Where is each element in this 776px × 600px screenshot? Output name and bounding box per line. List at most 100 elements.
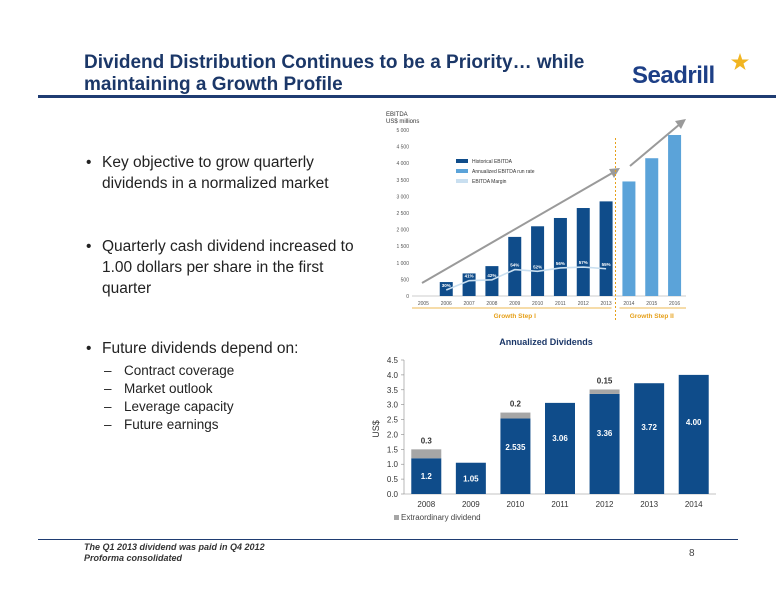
historical-ebitda-bar <box>508 236 522 296</box>
margin-data-label: 41% <box>465 274 474 279</box>
run-rate-ebitda-bar <box>645 158 659 296</box>
historical-ebitda-bar <box>439 282 453 296</box>
y-tick-label: 4.0 <box>387 371 399 380</box>
x-tick-label: 2008 <box>417 500 435 509</box>
margin-data-label: 30% <box>442 283 451 288</box>
x-tick-label: 2010 <box>507 500 525 509</box>
dividend-data-label: 2.535 <box>505 443 526 452</box>
bullet-text: Quarterly cash dividend increased to 1.0… <box>102 238 354 297</box>
x-tick-label: 2011 <box>555 301 566 307</box>
x-tick-label: 2011 <box>551 500 569 509</box>
legend-swatch <box>456 159 468 163</box>
y-tick-label: 4.5 <box>387 356 399 365</box>
historical-ebitda-bar <box>576 208 590 296</box>
sub-bullet-list: – Contract coverage – Market outlook – Leve… <box>104 362 234 434</box>
y-tick-label: 2.0 <box>387 430 399 439</box>
margin-data-label: 52% <box>533 264 542 269</box>
dividend-bar <box>411 458 442 494</box>
footnote-line: The Q1 2013 dividend was paid in Q4 2012 <box>84 542 265 552</box>
y-tick-label: 500 <box>401 277 410 283</box>
x-tick-label: 2014 <box>685 500 703 509</box>
page-number: 8 <box>689 548 695 559</box>
ebitda-margin-line <box>445 266 607 291</box>
extraordinary-dividend-bar <box>500 412 531 419</box>
y-axis-label: US$ millions <box>386 119 419 125</box>
run-rate-ebitda-bar <box>668 134 682 296</box>
historical-ebitda-bar <box>531 226 545 296</box>
y-tick-label: 3 000 <box>396 194 409 200</box>
trend-arrow <box>629 123 681 167</box>
growth-step-label: Growth Step II <box>630 313 674 320</box>
legend-label: Extraordinary dividend <box>401 513 481 522</box>
legend-label: Annualized EBITDA run rate <box>472 169 535 175</box>
legend-swatch <box>456 179 468 183</box>
legend-label: EBITDA Margin <box>472 179 507 185</box>
margin-data-label: 57% <box>579 260 588 265</box>
y-tick-label: 2.5 <box>387 416 399 425</box>
sub-bullet-text: Market outlook <box>124 381 213 396</box>
dividend-bar <box>545 402 575 494</box>
y-tick-label: 0.0 <box>387 490 399 499</box>
y-tick-label: 3 500 <box>396 178 409 184</box>
slide-title: Dividend Distribution Continues to be a … <box>84 52 585 95</box>
x-tick-label: 2013 <box>640 500 658 509</box>
dividend-bar <box>455 462 486 494</box>
x-tick-label: 2009 <box>462 500 480 509</box>
historical-ebitda-bar <box>462 273 476 296</box>
y-tick-label: 0 <box>406 294 409 300</box>
sub-bullet-text: Future earnings <box>124 417 219 432</box>
growth-step-label: Growth Step I <box>494 313 536 320</box>
sub-bullet-item: – Future earnings <box>104 417 219 432</box>
y-axis-label: US$ <box>371 420 381 438</box>
sub-bullet-item: – Leverage capacity <box>104 399 234 414</box>
x-tick-label: 2012 <box>596 500 614 509</box>
y-tick-label: 4 000 <box>396 161 409 167</box>
y-tick-label: 2 000 <box>396 228 409 234</box>
x-tick-label: 2007 <box>464 301 475 307</box>
y-tick-label: 0.5 <box>387 475 399 484</box>
y-tick-label: 2 500 <box>396 211 409 217</box>
dividend-data-label: 3.72 <box>641 423 657 432</box>
margin-data-label: 55% <box>602 262 611 267</box>
dividend-bar <box>500 418 531 494</box>
x-tick-label: 2012 <box>578 301 589 307</box>
historical-ebitda-bar <box>553 217 567 296</box>
footnotes: The Q1 2013 dividend was paid in Q4 2012… <box>84 542 265 564</box>
bullet-text: Future dividends depend on: <box>102 340 299 357</box>
sub-bullet-item: – Market outlook <box>104 381 213 396</box>
x-tick-label: 2013 <box>601 301 612 307</box>
dividend-chart: Annualized Dividends US$ 0.0 0.5 1.0 1.5 2.0 2.… <box>371 337 716 522</box>
dividend-data-label: 1.05 <box>463 474 479 483</box>
y-tick-label: 1.0 <box>387 460 399 469</box>
legend-swatch <box>456 169 468 173</box>
y-tick-label: 1 000 <box>396 261 409 267</box>
x-tick-label: 2008 <box>486 301 497 307</box>
bullet-dot-icon: • <box>86 238 92 255</box>
extraordinary-data-label: 0.2 <box>510 400 522 409</box>
dividend-bar <box>678 374 709 494</box>
historical-ebitda-bar <box>485 266 499 296</box>
x-tick-label: 2010 <box>532 301 543 307</box>
margin-data-label: 42% <box>487 273 496 278</box>
y-tick-label: 1.5 <box>387 445 399 454</box>
y-axis-label: EBITDA <box>386 112 408 118</box>
y-tick-label: 3.0 <box>387 401 399 410</box>
dividend-bar <box>634 383 665 494</box>
bullet-text: Key objective to grow quarterly dividend… <box>102 154 329 192</box>
sub-bullet-item: – Contract coverage <box>104 363 235 378</box>
footnote-line: Proforma consolidated <box>84 553 183 563</box>
x-tick-label: 2005 <box>418 301 429 307</box>
star-icon <box>731 53 749 70</box>
trend-arrowhead-icon <box>675 119 686 129</box>
dividend-data-label: 3.06 <box>552 434 568 443</box>
sub-bullet-text: Contract coverage <box>124 363 235 378</box>
extraordinary-data-label: 0.3 <box>421 436 433 445</box>
y-tick-label: 4 500 <box>396 145 409 151</box>
x-tick-label: 2016 <box>669 301 680 307</box>
dividend-data-label: 4.00 <box>686 418 702 427</box>
seadrill-logo: Seadrill <box>632 53 762 96</box>
bullet-dot-icon: • <box>86 154 92 171</box>
x-tick-label: 2015 <box>646 301 657 307</box>
dividend-data-label: 3.36 <box>597 429 613 438</box>
